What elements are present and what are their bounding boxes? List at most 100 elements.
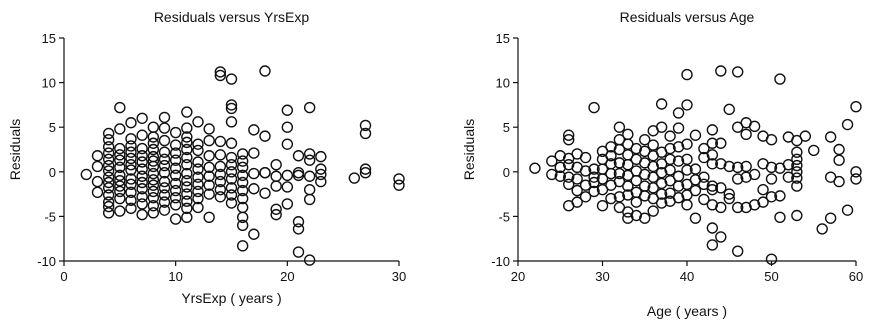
data-point (125, 140, 137, 152)
data-point (765, 161, 778, 174)
data-point (102, 176, 115, 189)
data-point (181, 202, 193, 215)
data-point (136, 112, 148, 124)
data-point (303, 154, 316, 166)
data-point (147, 179, 160, 191)
data-point (158, 189, 171, 201)
data-point (114, 161, 126, 174)
data-point (732, 66, 744, 78)
data-point (102, 189, 115, 201)
data-point (181, 143, 193, 156)
data-point (136, 129, 148, 141)
data-point (774, 190, 786, 202)
data-point (192, 192, 204, 205)
data-point (791, 172, 803, 184)
data-point (203, 123, 215, 135)
data-point (303, 148, 316, 160)
data-point (281, 104, 294, 116)
data-point (613, 191, 626, 203)
data-point (791, 166, 803, 178)
data-point (169, 199, 182, 211)
data-point (689, 212, 702, 224)
data-point (169, 177, 182, 190)
data-point (136, 176, 148, 189)
data-point (672, 180, 685, 192)
data-point (655, 188, 668, 200)
data-point (102, 196, 115, 208)
data-point (303, 183, 316, 196)
data-point (529, 162, 541, 174)
data-point (181, 122, 193, 134)
data-point (359, 163, 372, 175)
data-point (681, 68, 693, 81)
data-point (114, 192, 126, 205)
data-point (664, 153, 676, 166)
data-point (181, 181, 193, 193)
data-point (248, 183, 260, 195)
y-tick-label: -5 (498, 209, 510, 224)
data-point (192, 138, 204, 150)
y-tick-label: 5 (49, 120, 56, 135)
data-point (169, 162, 182, 174)
data-point (647, 139, 659, 151)
data-point (169, 191, 182, 204)
data-point (315, 163, 327, 175)
data-point (259, 187, 271, 199)
data-point (588, 163, 600, 175)
data-point (181, 167, 193, 180)
data-point (571, 184, 583, 197)
data-point (706, 124, 719, 136)
data-point (348, 172, 361, 184)
data-point (315, 150, 327, 163)
data-point (169, 126, 182, 139)
data-point (192, 144, 204, 157)
data-point (613, 121, 626, 133)
data-point (281, 121, 294, 133)
data-point (114, 149, 126, 161)
data-point (791, 159, 803, 172)
data-point (214, 191, 227, 203)
data-point (236, 184, 249, 197)
data-point (563, 129, 575, 141)
data-point (748, 168, 761, 181)
data-point (114, 205, 126, 217)
data-point (841, 204, 854, 216)
data-point (214, 69, 227, 82)
data-point (169, 169, 182, 182)
data-point (214, 168, 227, 181)
data-point (114, 154, 126, 166)
data-point (723, 192, 735, 205)
data-point (158, 111, 171, 124)
data-point (259, 65, 271, 77)
data-point (192, 116, 204, 128)
data-point (102, 133, 115, 146)
data-point (225, 102, 238, 115)
data-point (147, 191, 160, 204)
data-point (236, 155, 249, 167)
data-point (91, 186, 104, 199)
data-point (588, 185, 600, 198)
data-point (630, 196, 642, 208)
data-point (303, 170, 316, 182)
data-point (158, 196, 171, 208)
data-point (732, 161, 744, 174)
data-point (169, 213, 182, 225)
data-point (114, 123, 126, 135)
data-point (158, 182, 171, 194)
data-point (664, 164, 676, 176)
data-point (664, 142, 676, 155)
data-point (114, 175, 126, 187)
data-point (270, 180, 282, 192)
data-point (214, 175, 227, 188)
x-tick-label: 50 (764, 269, 778, 284)
data-point (622, 128, 634, 141)
data-point (259, 166, 271, 179)
data-point (236, 211, 249, 223)
data-point (225, 173, 238, 185)
data-point (102, 127, 115, 140)
data-point (393, 173, 405, 185)
data-point (588, 171, 600, 183)
data-point (732, 173, 744, 185)
data-point (774, 73, 786, 85)
data-point (203, 150, 215, 162)
